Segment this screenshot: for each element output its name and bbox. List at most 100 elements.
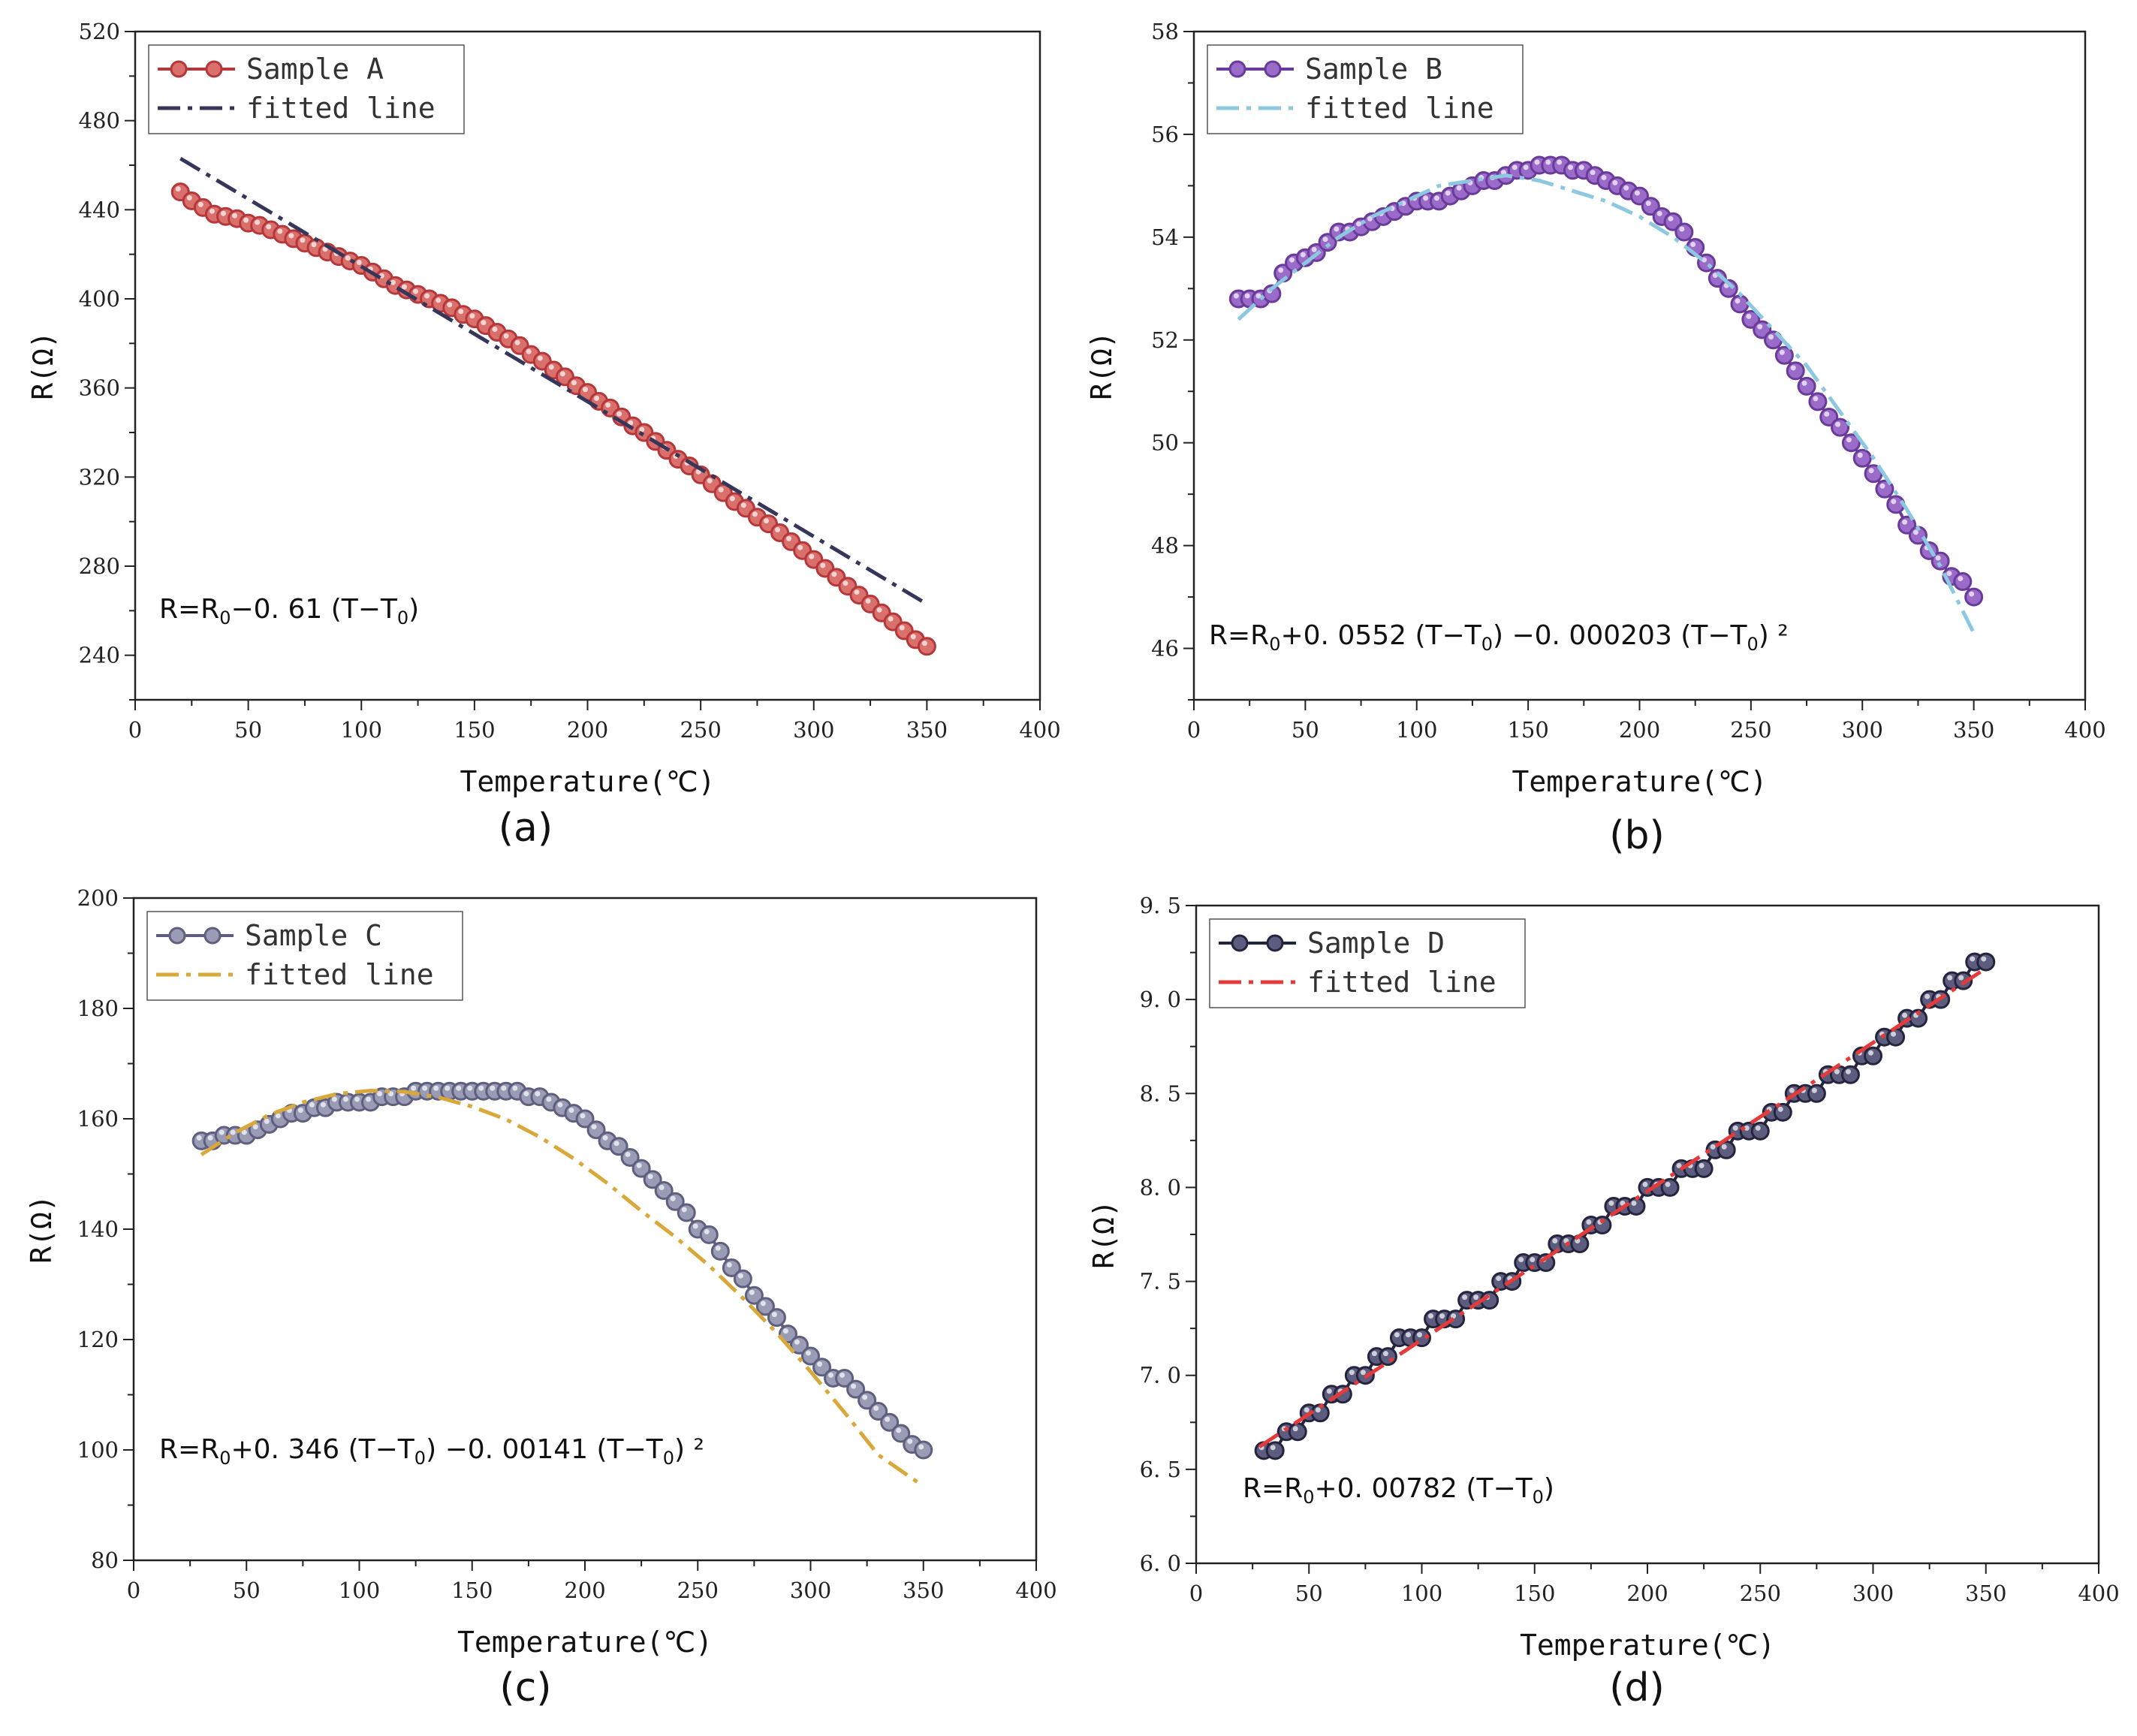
legend-marker bbox=[1231, 934, 1249, 952]
x-tick-label: 350 bbox=[1953, 717, 1994, 743]
data-point bbox=[1964, 587, 1984, 607]
data-point-highlight bbox=[625, 1151, 631, 1157]
equation-text: ) −0. 000203 (T−T bbox=[1493, 620, 1748, 651]
data-point-highlight bbox=[571, 380, 577, 386]
x-tick-label: 300 bbox=[1852, 1581, 1894, 1606]
data-point-highlight bbox=[331, 1096, 337, 1102]
data-point-highlight bbox=[411, 1085, 417, 1091]
equation-text: +0. 0552 (T−T bbox=[1280, 620, 1481, 651]
data-point-highlight bbox=[1394, 1332, 1400, 1338]
x-tick-label: 50 bbox=[233, 1578, 261, 1603]
data-point-highlight bbox=[1902, 519, 1908, 525]
data-point-highlight bbox=[445, 1085, 451, 1091]
data-point-highlight bbox=[842, 580, 848, 586]
data-point-highlight bbox=[1970, 956, 1976, 962]
data-point-highlight bbox=[1433, 195, 1439, 201]
equation-text: ) ² bbox=[1759, 620, 1789, 651]
data-point-highlight bbox=[1746, 313, 1752, 319]
data-point-highlight bbox=[1367, 215, 1373, 222]
data-point-highlight bbox=[718, 487, 724, 493]
y-tick-label: 200 bbox=[77, 885, 119, 911]
fit-equation: R=R0+0. 00782 (T−T0) bbox=[1243, 1473, 1554, 1508]
data-point-highlight bbox=[546, 1096, 552, 1102]
data-point-highlight bbox=[1304, 1407, 1310, 1413]
data-point-highlight bbox=[266, 224, 272, 230]
data-point-highlight bbox=[583, 387, 588, 393]
data-point-highlight bbox=[1645, 200, 1651, 206]
data-point-highlight bbox=[537, 355, 543, 361]
x-tick-label: 150 bbox=[1507, 717, 1548, 743]
y-tick-label: 7. 5 bbox=[1140, 1269, 1181, 1294]
data-point-highlight bbox=[1710, 1144, 1716, 1150]
legend: Sample D fitted line bbox=[1209, 918, 1526, 1008]
data-point-highlight bbox=[1545, 159, 1551, 165]
data-point-highlight bbox=[492, 327, 498, 332]
data-point-highlight bbox=[1789, 1087, 1795, 1093]
equation-text: +0. 00782 (T−T bbox=[1314, 1473, 1533, 1504]
data-point-highlight bbox=[1732, 1125, 1738, 1131]
data-point-highlight bbox=[591, 1124, 597, 1130]
legend-label: fitted line bbox=[1307, 966, 1497, 999]
equation-subscript: 0 bbox=[397, 607, 408, 628]
data-point bbox=[710, 1241, 730, 1261]
data-point-highlight bbox=[692, 1223, 698, 1229]
y-tick-label: 9. 0 bbox=[1140, 987, 1181, 1012]
fitted-line-path bbox=[1258, 969, 1983, 1448]
data-point-highlight bbox=[1534, 159, 1540, 165]
data-point-highlight bbox=[817, 1361, 823, 1367]
data-point-highlight bbox=[1356, 221, 1362, 227]
data-point-highlight bbox=[1981, 956, 1987, 962]
data-point-highlight bbox=[862, 1394, 868, 1400]
legend: Sample B fitted line bbox=[1207, 44, 1524, 134]
data-point bbox=[733, 1269, 752, 1288]
data-point-highlight bbox=[390, 279, 396, 285]
data-point-highlight bbox=[1578, 164, 1584, 170]
data-point-highlight bbox=[1879, 483, 1885, 489]
data-point bbox=[1378, 1347, 1397, 1367]
data-point-highlight bbox=[1845, 1068, 1851, 1074]
y-tick-label: 440 bbox=[79, 197, 120, 222]
x-tick-label: 50 bbox=[1292, 717, 1319, 743]
legend-marker bbox=[205, 60, 223, 78]
equation-subscript: 0 bbox=[414, 1448, 426, 1469]
x-axis-title: Temperature(℃) bbox=[460, 765, 715, 798]
data-point bbox=[1797, 376, 1816, 396]
legend-box bbox=[1209, 918, 1526, 1008]
data-point-highlight bbox=[899, 625, 905, 631]
data-point-highlight bbox=[275, 1113, 281, 1119]
y-tick-label: 180 bbox=[77, 996, 119, 1021]
data-point-highlight bbox=[243, 217, 249, 223]
data-point-highlight bbox=[422, 1085, 428, 1091]
data-point-highlight bbox=[1456, 185, 1462, 191]
data-point-highlight bbox=[1360, 1370, 1366, 1376]
equation-subscript: 0 bbox=[219, 607, 231, 628]
data-point-highlight bbox=[1946, 571, 1952, 577]
data-point-highlight bbox=[1857, 452, 1863, 458]
x-tick-label: 0 bbox=[128, 717, 142, 743]
x-tick-label: 50 bbox=[1295, 1581, 1323, 1606]
data-point-highlight bbox=[820, 562, 826, 568]
data-point-highlight bbox=[1676, 1162, 1682, 1168]
data-point-highlight bbox=[854, 589, 860, 595]
x-tick-label: 100 bbox=[341, 717, 382, 743]
x-tick-label: 150 bbox=[1514, 1581, 1555, 1606]
legend-marker bbox=[1266, 934, 1284, 952]
equation-subscript: 0 bbox=[1269, 634, 1280, 655]
data-point-highlight bbox=[809, 553, 815, 559]
y-tick-label: 8. 0 bbox=[1140, 1174, 1181, 1200]
data-point-highlight bbox=[1642, 1181, 1648, 1187]
data-point-highlight bbox=[1315, 1407, 1321, 1413]
data-point-highlight bbox=[1835, 421, 1841, 427]
data-point-highlight bbox=[377, 1091, 383, 1097]
data-point-highlight bbox=[602, 1135, 608, 1141]
data-point-highlight bbox=[1417, 1332, 1422, 1338]
data-point bbox=[1852, 448, 1872, 468]
data-point-highlight bbox=[670, 1195, 676, 1201]
data-point-highlight bbox=[647, 1174, 653, 1180]
x-tick-label: 250 bbox=[1730, 717, 1771, 743]
data-point-highlight bbox=[1868, 1050, 1873, 1056]
data-point-highlight bbox=[865, 598, 871, 604]
data-point-highlight bbox=[1423, 195, 1429, 201]
data-point-highlight bbox=[1612, 179, 1618, 185]
equation-text: ) −0. 00141 (T−T bbox=[426, 1434, 664, 1465]
